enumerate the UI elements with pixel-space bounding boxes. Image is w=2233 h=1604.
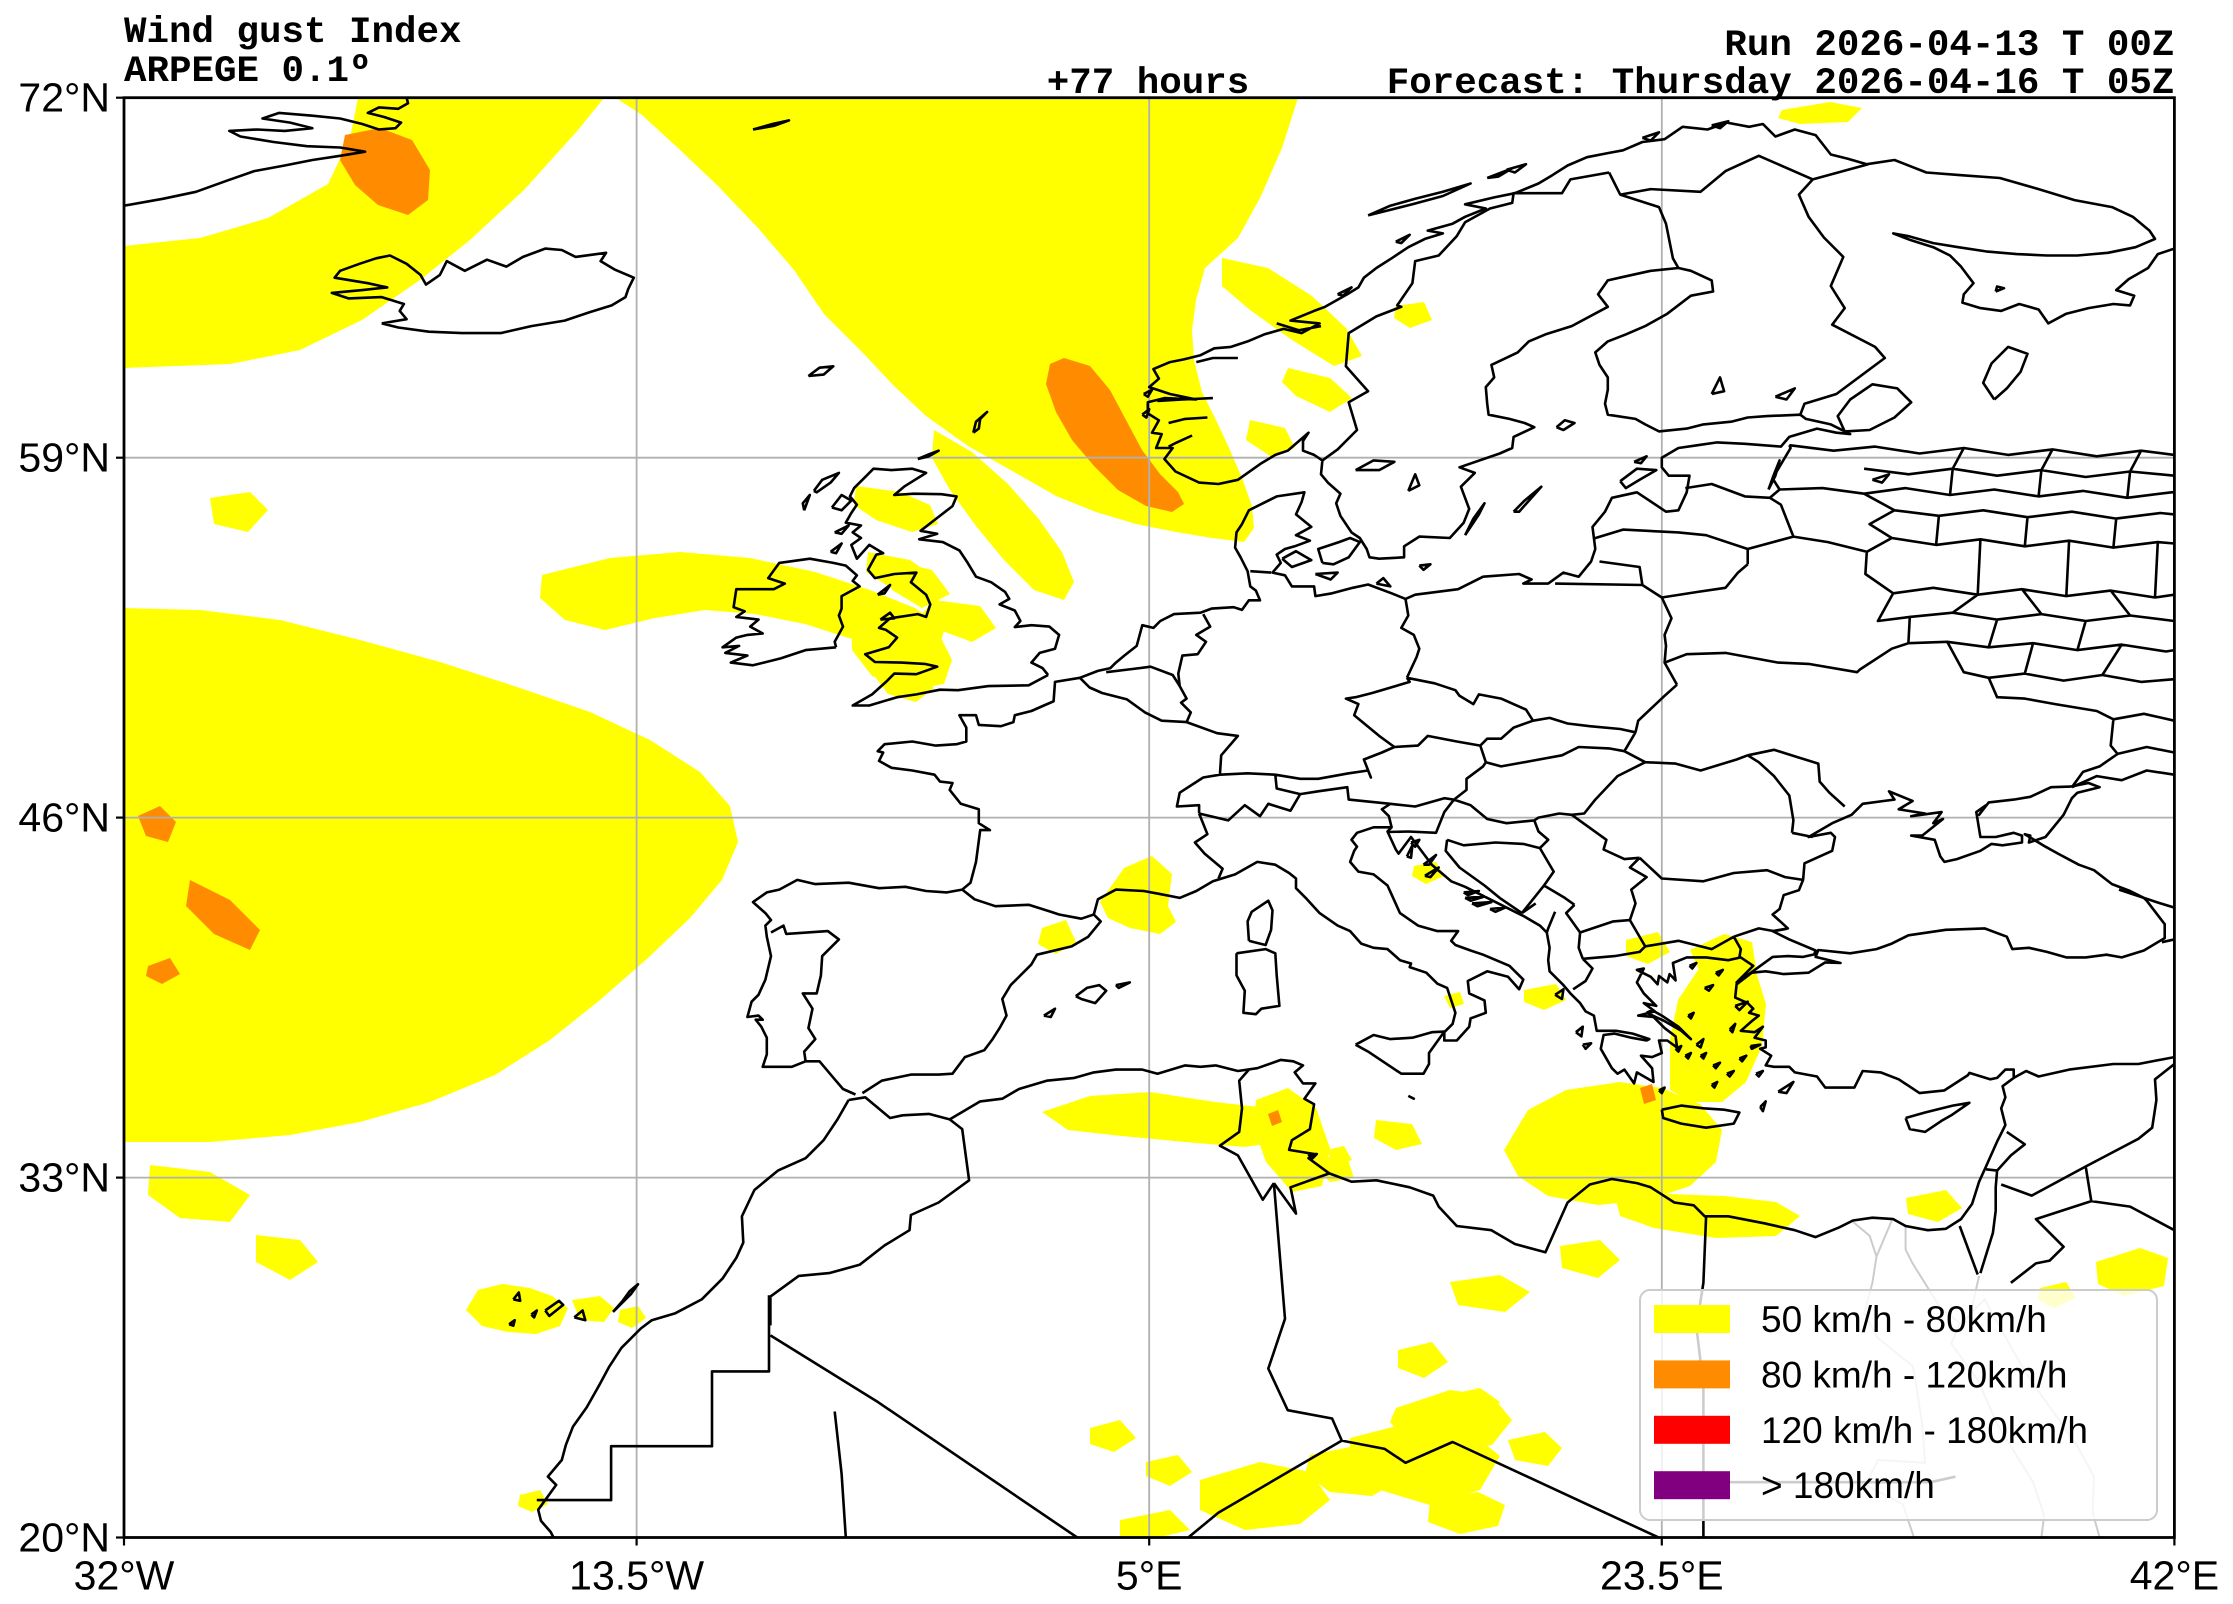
- svg-text:+77 hours: +77 hours: [1047, 63, 1250, 105]
- svg-text:46°N: 46°N: [18, 795, 110, 841]
- svg-text:Forecast: Thursday 2026-04-16: Forecast: Thursday 2026-04-16 T 05Z: [1387, 63, 2175, 105]
- svg-text:80 km/h - 120km/h: 80 km/h - 120km/h: [1761, 1354, 2067, 1395]
- svg-text:50 km/h - 80km/h: 50 km/h - 80km/h: [1761, 1299, 2047, 1340]
- svg-text:> 180km/h: > 180km/h: [1761, 1465, 1935, 1506]
- svg-text:5°E: 5°E: [1116, 1553, 1183, 1599]
- svg-text:33°N: 33°N: [18, 1155, 110, 1201]
- svg-text:23.5°E: 23.5°E: [1600, 1553, 1724, 1599]
- svg-text:ARPEGE 0.1º: ARPEGE 0.1º: [124, 51, 372, 93]
- svg-text:32°W: 32°W: [74, 1553, 175, 1599]
- svg-text:72°N: 72°N: [18, 75, 110, 121]
- svg-text:13.5°W: 13.5°W: [569, 1553, 704, 1599]
- svg-text:Run 2026-04-13 T 00Z: Run 2026-04-13 T 00Z: [1724, 25, 2174, 67]
- svg-text:59°N: 59°N: [18, 435, 110, 481]
- svg-text:20°N: 20°N: [18, 1515, 110, 1561]
- svg-text:120 km/h - 180km/h: 120 km/h - 180km/h: [1761, 1410, 2088, 1451]
- svg-text:42°E: 42°E: [2130, 1553, 2219, 1599]
- svg-text:Wind gust Index: Wind gust Index: [124, 12, 462, 54]
